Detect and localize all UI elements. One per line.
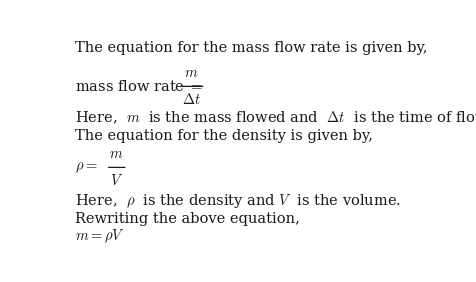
Text: $V$: $V$ — [110, 173, 123, 188]
Text: Here,  $\rho$  is the density and $V$  is the volume.: Here, $\rho$ is the density and $V$ is t… — [75, 192, 401, 210]
Text: $m$: $m$ — [184, 66, 199, 80]
Text: $m = \rho V$: $m = \rho V$ — [75, 228, 125, 245]
Text: The equation for the density is given by,: The equation for the density is given by… — [75, 129, 373, 143]
Text: The equation for the mass flow rate is given by,: The equation for the mass flow rate is g… — [75, 41, 427, 55]
Text: mass flow rate $=$: mass flow rate $=$ — [75, 79, 203, 94]
Text: $m$: $m$ — [109, 147, 124, 161]
Text: $\rho =$: $\rho =$ — [75, 160, 98, 175]
Text: $\Delta t$: $\Delta t$ — [182, 92, 201, 107]
Text: Here,  $m$  is the mass flowed and  $\Delta t$  is the time of flow.: Here, $m$ is the mass flowed and $\Delta… — [75, 109, 476, 126]
Text: Rewriting the above equation,: Rewriting the above equation, — [75, 212, 300, 226]
